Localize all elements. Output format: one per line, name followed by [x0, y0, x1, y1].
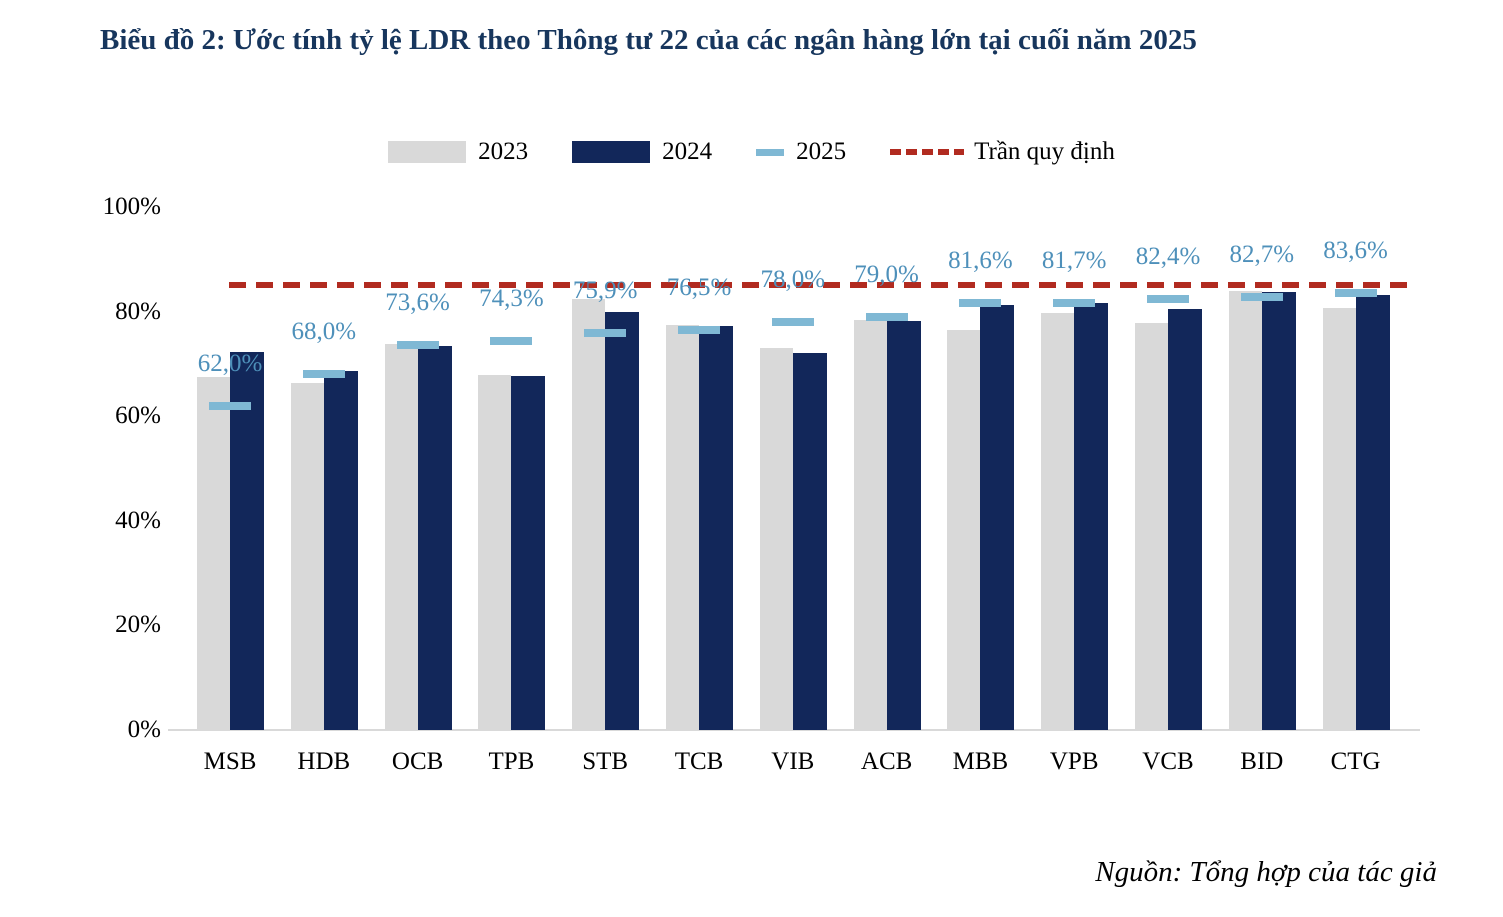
- y-axis-tick-80: 80%: [115, 297, 161, 325]
- x-axis-label-ACB: ACB: [860, 748, 913, 775]
- legend-item-2023: 2023: [388, 138, 572, 166]
- bar-2023-MBB: [947, 329, 981, 730]
- y-axis-tick-100: 100%: [102, 193, 161, 220]
- ceiling-dashed-line: [229, 282, 1416, 289]
- marker-2025-HDB: [302, 370, 345, 379]
- x-axis-label-MBB: MBB: [952, 748, 1009, 775]
- bar-2024-ACB: [886, 321, 921, 730]
- marker-2025-OCB: [396, 341, 439, 350]
- legend: 2023 2024 2025 Trần quy định: [0, 130, 1503, 174]
- value-label-2025-ACB: 79,0%: [854, 260, 919, 288]
- bar-2023-VPB: [1041, 313, 1075, 730]
- bar-2024-HDB: [323, 371, 358, 730]
- chart-title: Biểu đồ 2: Ước tính tỷ lệ LDR theo Thông…: [100, 24, 1197, 56]
- bar-2023-VCB: [1135, 322, 1168, 730]
- marker-2025-ACB: [865, 312, 908, 321]
- bar-2024-TPB: [511, 375, 546, 730]
- bar-2024-VCB: [1168, 308, 1202, 730]
- x-axis-label-VCB: VCB: [1142, 748, 1194, 775]
- x-axis-label-MSB: MSB: [203, 748, 257, 775]
- bar-2024-VIB: [792, 353, 827, 730]
- x-axis-label-TPB: TPB: [488, 748, 535, 775]
- x-axis-label-VIB: VIB: [771, 748, 815, 775]
- marker-2025-MSB: [209, 401, 251, 410]
- bar-2024-MSB: [230, 351, 264, 730]
- legend-label-2024: 2024: [662, 138, 713, 165]
- bar-2024-OCB: [417, 345, 452, 730]
- x-axis-label-VPB: VPB: [1049, 748, 1099, 775]
- legend-label-ceiling: Trần quy định: [974, 138, 1115, 165]
- value-label-2025-VIB: 78,0%: [760, 266, 826, 294]
- value-label-2025-MSB: 62,0%: [197, 349, 263, 377]
- legend-label-2025: 2025: [796, 138, 847, 165]
- x-axis-label-HDB: HDB: [297, 748, 351, 775]
- value-label-2025-TPB: 74,3%: [479, 285, 544, 313]
- legend-swatch-2023: [388, 141, 467, 163]
- x-axis-label-OCB: OCB: [391, 748, 444, 775]
- marker-2025-MBB: [959, 299, 1002, 308]
- legend-label-2023: 2023: [478, 138, 529, 165]
- x-axis-label-BID: BID: [1240, 748, 1284, 775]
- marker-2025-TPB: [490, 337, 533, 346]
- bar-2023-MSB: [197, 376, 230, 730]
- marker-2025-BID: [1240, 293, 1283, 302]
- x-axis-baseline: [168, 729, 1420, 731]
- bar-2023-STB: [572, 298, 606, 730]
- value-label-2025-TCB: 76,5%: [666, 273, 732, 301]
- bar-2023-OCB: [384, 344, 418, 730]
- bar-2024-TCB: [699, 326, 733, 730]
- legend-item-ceiling: Trần quy định: [890, 138, 1115, 166]
- legend-swatch-2024: [572, 141, 651, 163]
- bar-2024-STB: [605, 311, 640, 730]
- marker-2025-STB: [584, 329, 627, 338]
- value-label-2025-VPB: 81,7%: [1041, 246, 1107, 274]
- legend-item-2024: 2024: [572, 138, 756, 166]
- x-axis-label-TCB: TCB: [674, 748, 724, 775]
- bar-2024-CTG: [1355, 294, 1390, 730]
- marker-2025-VIB: [771, 318, 814, 327]
- bar-2023-ACB: [853, 320, 887, 730]
- y-axis-tick-0: 0%: [127, 716, 161, 743]
- bar-2024-VPB: [1074, 303, 1109, 730]
- value-label-2025-BID: 82,7%: [1229, 241, 1295, 269]
- legend-swatch-2025-dash: [756, 148, 785, 156]
- bar-2023-HDB: [290, 383, 324, 730]
- source-note: Nguồn: Tổng hợp của tác giả: [1095, 856, 1437, 888]
- bar-2023-CTG: [1322, 308, 1356, 730]
- y-axis-tick-60: 60%: [115, 402, 161, 430]
- marker-2025-TCB: [678, 325, 720, 334]
- value-label-2025-MBB: 81,6%: [948, 247, 1013, 275]
- marker-2025-VCB: [1147, 295, 1189, 304]
- bar-2023-BID: [1228, 290, 1262, 730]
- legend-item-2025: 2025: [756, 138, 890, 166]
- marker-2025-VPB: [1053, 298, 1096, 307]
- x-axis-label-CTG: CTG: [1330, 748, 1381, 775]
- legend-swatch-ceiling-dashed-line: [890, 149, 965, 155]
- bar-2024-BID: [1261, 291, 1296, 730]
- y-axis-tick-20: 20%: [115, 611, 161, 639]
- bar-2023-TCB: [666, 325, 699, 730]
- value-label-2025-STB: 75,9%: [572, 277, 638, 305]
- x-axis-label-STB: STB: [582, 748, 629, 775]
- value-label-2025-CTG: 83,6%: [1323, 236, 1388, 264]
- bar-2023-TPB: [478, 374, 512, 730]
- bar-2023-VIB: [759, 348, 793, 730]
- y-axis-tick-40: 40%: [115, 506, 161, 534]
- value-label-2025-OCB: 73,6%: [385, 289, 450, 317]
- value-label-2025-VCB: 82,4%: [1135, 243, 1201, 271]
- value-label-2025-HDB: 68,0%: [291, 318, 357, 346]
- bar-2024-MBB: [980, 304, 1015, 730]
- marker-2025-CTG: [1334, 288, 1377, 297]
